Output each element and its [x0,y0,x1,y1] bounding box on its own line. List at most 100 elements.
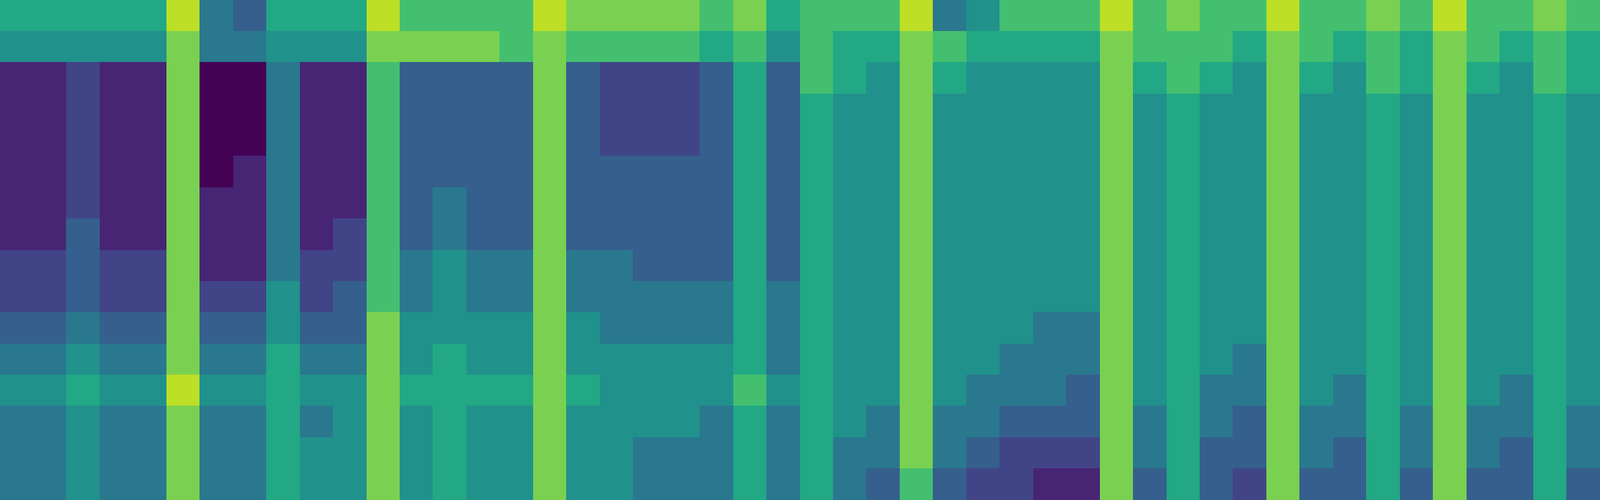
cell [899,31,935,64]
cell [899,405,935,439]
cell [1333,281,1368,314]
cell [1232,281,1268,314]
cell [666,31,701,64]
cell [899,124,935,158]
cell [466,124,501,158]
cell [266,62,302,96]
cell [99,437,135,470]
cell [366,124,402,158]
cell [1499,437,1535,470]
cell [932,124,968,158]
cell [0,437,35,470]
cell [399,281,435,314]
cell [699,187,735,220]
cell [399,405,435,439]
cell [166,62,201,96]
cell [66,218,102,251]
cell [1333,374,1368,408]
cell [132,374,168,408]
cell [966,405,1001,439]
cell [1499,93,1535,127]
cell [233,437,268,470]
cell [1566,437,1600,470]
cell [1199,0,1235,33]
cell [1366,93,1402,127]
cell [1466,437,1501,470]
cell [733,312,768,346]
cell [66,437,102,470]
cell [733,62,768,96]
cell [1533,281,1568,314]
cell [1333,0,1368,33]
cell [266,250,302,283]
cell [1232,187,1268,220]
cell [999,155,1035,189]
cell [800,281,835,314]
cell [166,374,201,408]
cell [699,62,735,96]
cell [66,31,102,64]
cell [432,187,468,220]
cell [566,374,602,408]
cell [1166,343,1202,377]
cell [899,0,935,33]
cell [1499,187,1535,220]
cell [166,468,201,500]
cell [1099,374,1135,408]
cell [800,0,835,33]
cell [966,437,1001,470]
cell [1232,312,1268,346]
cell [1066,124,1102,158]
cell [1199,374,1235,408]
cell [1066,374,1102,408]
cell [1566,468,1600,500]
cell [1299,437,1335,470]
cell [1199,281,1235,314]
cell [999,124,1035,158]
cell [966,374,1001,408]
cell [266,218,302,251]
cell [199,93,235,127]
cell [299,187,335,220]
cell [366,281,402,314]
cell [233,343,268,377]
cell [432,250,468,283]
cell [1132,218,1168,251]
cell [266,0,302,33]
cell [1199,187,1235,220]
cell [466,281,501,314]
cell [800,250,835,283]
cell [366,31,402,64]
cell [166,405,201,439]
cell [332,405,368,439]
cell [99,218,135,251]
cell [632,155,668,189]
cell [1266,93,1301,127]
cell [899,281,935,314]
cell [166,31,201,64]
cell [166,93,201,127]
cell [766,468,801,500]
cell [0,312,35,346]
cell [0,124,35,158]
cell [66,187,102,220]
cell [1266,374,1301,408]
cell [1099,437,1135,470]
cell [166,312,201,346]
cell [1533,187,1568,220]
cell [1266,437,1301,470]
cell [566,187,602,220]
cell [966,187,1001,220]
cell [566,93,602,127]
cell [599,31,635,64]
cell [1132,281,1168,314]
cell [299,343,335,377]
cell [299,218,335,251]
cell [1166,468,1202,500]
cell [132,250,168,283]
cell [699,374,735,408]
cell [432,437,468,470]
cell [800,187,835,220]
cell [1066,250,1102,283]
cell [299,124,335,158]
